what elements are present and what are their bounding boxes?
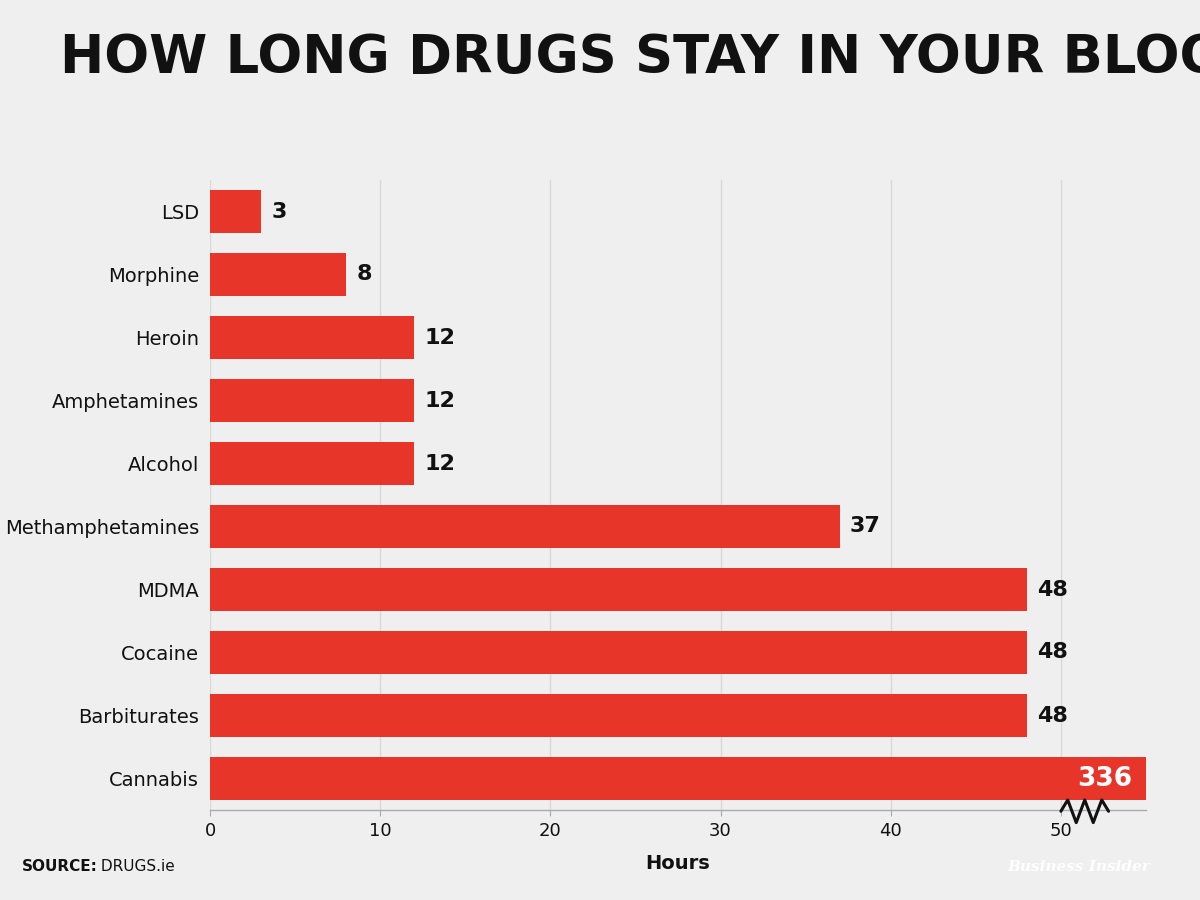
Bar bbox=[210, 442, 414, 485]
Bar bbox=[210, 568, 1027, 611]
Bar bbox=[210, 253, 346, 296]
Bar bbox=[210, 505, 840, 548]
Bar bbox=[210, 316, 414, 359]
Text: Business Insider: Business Insider bbox=[1008, 860, 1150, 874]
Bar bbox=[210, 631, 1027, 674]
Text: HOW LONG DRUGS STAY IN YOUR BLOOD: HOW LONG DRUGS STAY IN YOUR BLOOD bbox=[60, 32, 1200, 84]
Text: DRUGS.ie: DRUGS.ie bbox=[96, 859, 175, 874]
Text: 12: 12 bbox=[425, 328, 455, 347]
Text: SOURCE:: SOURCE: bbox=[22, 859, 97, 874]
X-axis label: Hours: Hours bbox=[646, 854, 710, 873]
Text: 48: 48 bbox=[1037, 706, 1068, 725]
Bar bbox=[210, 694, 1027, 737]
Bar bbox=[210, 190, 262, 233]
Text: 37: 37 bbox=[850, 517, 881, 536]
Text: 3: 3 bbox=[271, 202, 287, 221]
Text: 12: 12 bbox=[425, 454, 455, 473]
Bar bbox=[210, 379, 414, 422]
Text: 48: 48 bbox=[1037, 580, 1068, 599]
Text: 48: 48 bbox=[1037, 643, 1068, 662]
Text: 8: 8 bbox=[356, 265, 372, 284]
Bar bbox=[210, 757, 1146, 800]
Text: 12: 12 bbox=[425, 391, 455, 410]
Text: 336: 336 bbox=[1078, 766, 1133, 791]
